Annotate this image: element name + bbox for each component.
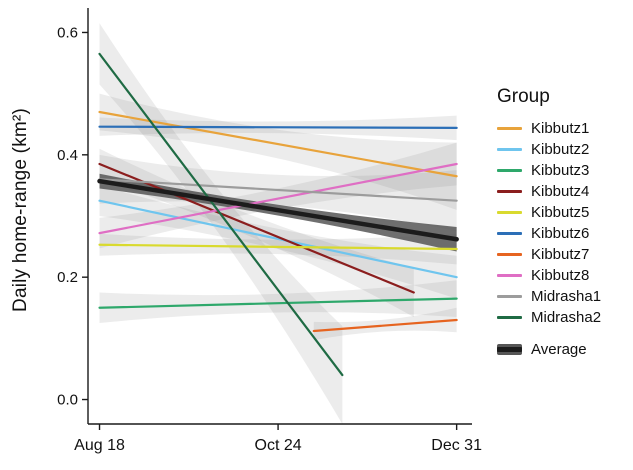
line-kibbutz4	[98, 162, 415, 294]
legend-item-kibbutz4: Kibbutz4	[497, 182, 601, 200]
legend-item-kibbutz7: Kibbutz7	[497, 245, 601, 263]
x-tick-label: Aug 18	[74, 437, 125, 454]
line-kibbutz8	[98, 162, 458, 235]
average-confidence-ribbon	[99, 173, 457, 252]
ribbon-kibbutz8	[99, 142, 457, 249]
ribbon-kibbutz3	[99, 280, 457, 324]
legend-label: Kibbutz5	[531, 203, 590, 221]
legend-label: Kibbutz6	[531, 224, 590, 242]
line-kibbutz7	[312, 318, 458, 333]
legend-label: Average	[531, 340, 587, 358]
legend-label: Midrasha1	[531, 287, 602, 305]
ribbon-kibbutz5	[99, 233, 457, 265]
axes: 0.0 0.2 0.4 0.6 Aug 18 Oct 24 Dec 31	[57, 8, 482, 454]
legend-label: Midrasha2	[531, 308, 602, 326]
legend: Group Kibbutz1 Kibbutz2 Kibbutz3 Kibbutz…	[497, 86, 601, 362]
legend-key-kibbutz6	[497, 231, 522, 235]
y-tick-label: 0.0	[57, 392, 78, 409]
line-midrasha1	[98, 178, 458, 202]
legend-item-kibbutz3: Kibbutz3	[497, 161, 601, 179]
confidence-ribbons	[99, 23, 457, 424]
ribbon-kibbutz7	[313, 307, 457, 341]
y-tick-label: 0.6	[57, 24, 78, 41]
legend-item-average: Average	[497, 340, 601, 358]
legend-key-kibbutz1	[497, 126, 522, 130]
y-tick-label: 0.2	[57, 269, 78, 286]
ribbon-kibbutz2	[99, 185, 457, 299]
ribbon-midrasha1	[99, 154, 457, 232]
ribbon-average	[99, 173, 457, 252]
legend-key-kibbutz7	[497, 252, 522, 256]
legend-key-kibbutz5	[497, 210, 522, 214]
legend-item-kibbutz2: Kibbutz2	[497, 140, 601, 158]
line-average	[97, 178, 459, 242]
legend-item-kibbutz6: Kibbutz6	[497, 224, 601, 242]
y-tick-label: 0.4	[57, 147, 78, 164]
legend-key-kibbutz4	[497, 189, 522, 193]
series-lines	[98, 52, 458, 377]
legend-label: Kibbutz4	[531, 182, 590, 200]
legend-item-midrasha1: Midrasha1	[497, 287, 602, 305]
legend-label: Kibbutz7	[531, 245, 590, 263]
legend-key-average	[497, 343, 522, 355]
legend-key-average-line	[497, 346, 522, 352]
legend-label: Kibbutz2	[531, 140, 590, 158]
legend-item-midrasha2: Midrasha2	[497, 308, 602, 326]
legend-label: Kibbutz3	[531, 161, 590, 179]
x-tick-label: Dec 31	[431, 437, 482, 454]
legend-item-kibbutz1: Kibbutz1	[497, 119, 601, 137]
legend-item-kibbutz8: Kibbutz8	[497, 266, 601, 284]
average-line	[97, 178, 459, 242]
line-kibbutz2	[98, 199, 458, 279]
legend-key-kibbutz2	[497, 147, 522, 151]
legend-key-kibbutz3	[497, 168, 522, 172]
legend-item-kibbutz5: Kibbutz5	[497, 203, 601, 221]
line-midrasha2	[98, 52, 344, 377]
legend-label: Kibbutz1	[531, 119, 590, 137]
line-kibbutz3	[98, 297, 458, 309]
legend-key-midrasha2	[497, 315, 522, 319]
x-tick-label: Oct 24	[255, 437, 302, 454]
legend-key-midrasha1	[497, 294, 522, 298]
legend-label: Kibbutz8	[531, 266, 590, 284]
line-kibbutz1	[98, 110, 458, 178]
legend-title: Group	[497, 86, 550, 107]
legend-key-kibbutz8	[497, 273, 522, 277]
line-kibbutz6	[98, 125, 458, 130]
line-kibbutz5	[98, 243, 458, 251]
